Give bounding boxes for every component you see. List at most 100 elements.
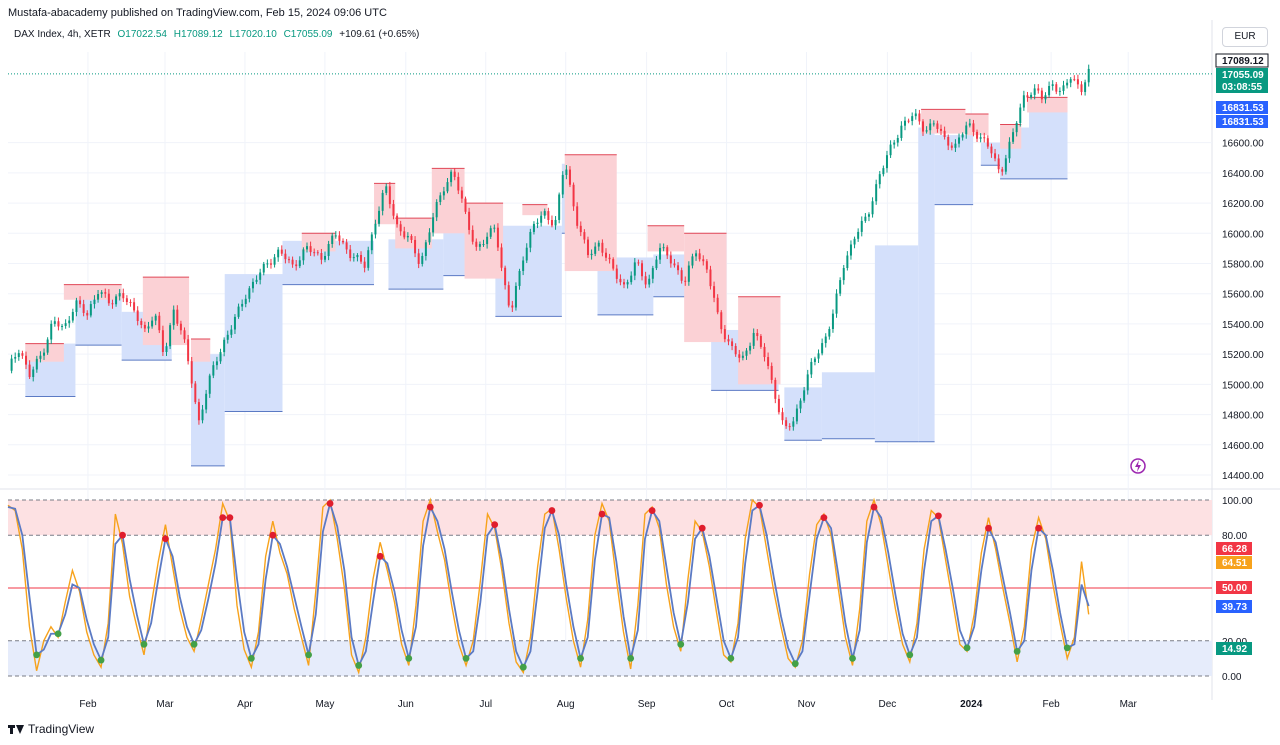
oversold-dot bbox=[97, 656, 105, 664]
candle-body bbox=[864, 216, 867, 221]
candle-body bbox=[839, 280, 842, 294]
candle-body bbox=[550, 220, 553, 226]
candle-body bbox=[511, 305, 514, 308]
candle-body bbox=[273, 257, 276, 265]
time-tick-label: Feb bbox=[1043, 699, 1061, 710]
candle-body bbox=[140, 320, 143, 325]
candle-body bbox=[518, 270, 521, 286]
candle-body bbox=[342, 240, 345, 243]
candle-body bbox=[457, 176, 460, 191]
oversold-dot bbox=[727, 655, 735, 662]
candle-body bbox=[1015, 122, 1018, 133]
candle-body bbox=[215, 361, 218, 366]
price-axis-badge bbox=[1216, 115, 1268, 128]
candle-body bbox=[64, 323, 67, 326]
candle-body bbox=[770, 365, 773, 380]
oversold-dot bbox=[519, 663, 527, 671]
overbought-dot bbox=[698, 524, 706, 532]
candle-body bbox=[378, 210, 381, 224]
oversold-zone bbox=[8, 640, 1212, 676]
overbought-dot bbox=[219, 514, 227, 521]
ohlc-open: O17022.54 bbox=[117, 29, 168, 40]
candle-body bbox=[363, 261, 366, 268]
candle-body bbox=[968, 123, 971, 126]
candle-body bbox=[558, 194, 561, 220]
candle-body bbox=[316, 252, 319, 254]
candle-body bbox=[1073, 79, 1076, 81]
oscillator-value-text: 39.73 bbox=[1222, 602, 1247, 613]
candle-body bbox=[943, 130, 946, 137]
candle-body bbox=[1033, 88, 1036, 95]
candle-body bbox=[979, 137, 982, 139]
tradingview-brand: TradingView bbox=[28, 722, 95, 736]
candle-body bbox=[990, 146, 993, 154]
price-tick-label: 14600.00 bbox=[1222, 441, 1264, 452]
price-tick-label: 15400.00 bbox=[1222, 320, 1264, 331]
candle-body bbox=[43, 352, 46, 356]
candle-body bbox=[349, 249, 352, 259]
candle-body bbox=[932, 123, 935, 125]
resistance-zone bbox=[921, 109, 966, 134]
candle-body bbox=[82, 304, 85, 313]
candle-body bbox=[367, 250, 370, 268]
candle-body bbox=[684, 280, 687, 282]
candle-body bbox=[896, 138, 899, 143]
candle-body bbox=[352, 257, 355, 259]
candle-body bbox=[57, 321, 60, 327]
candle-body bbox=[1055, 84, 1058, 92]
currency-button[interactable]: EUR bbox=[1222, 27, 1268, 47]
candle-body bbox=[1030, 94, 1033, 98]
candle-body bbox=[107, 293, 110, 304]
ohlc-low: L17020.10 bbox=[229, 29, 277, 40]
candle-body bbox=[918, 113, 921, 122]
candle-body bbox=[39, 355, 42, 359]
candle-body bbox=[759, 336, 762, 347]
candle-body bbox=[630, 275, 633, 283]
candle-body bbox=[997, 158, 1000, 170]
candle-body bbox=[205, 393, 208, 410]
tradingview-footer[interactable]: TradingView bbox=[8, 722, 94, 736]
candle-body bbox=[1069, 79, 1072, 83]
candle-body bbox=[698, 253, 701, 260]
candle-body bbox=[241, 303, 244, 307]
candle-body bbox=[104, 292, 107, 294]
candle-body bbox=[237, 306, 240, 317]
candle-body bbox=[269, 263, 272, 265]
time-tick-label: 2024 bbox=[960, 699, 983, 710]
candle-body bbox=[475, 241, 478, 247]
candle-body bbox=[572, 184, 575, 207]
candle-body bbox=[529, 231, 532, 248]
oversold-dot bbox=[355, 662, 363, 669]
candle-body bbox=[889, 144, 892, 156]
candle-body bbox=[749, 345, 752, 351]
candle-body bbox=[482, 244, 485, 246]
candle-body bbox=[97, 294, 100, 300]
candle-body bbox=[543, 211, 546, 216]
price-tick-label: 14400.00 bbox=[1222, 471, 1264, 482]
oversold-dot bbox=[1063, 644, 1071, 652]
candle-body bbox=[579, 225, 582, 233]
candle-body bbox=[565, 169, 568, 175]
candle-body bbox=[414, 239, 417, 254]
support-zone bbox=[934, 135, 974, 205]
candle-body bbox=[702, 259, 705, 262]
candle-body bbox=[594, 246, 597, 254]
candle-body bbox=[305, 246, 308, 250]
candle-body bbox=[1066, 82, 1069, 86]
candle-body bbox=[1062, 85, 1065, 91]
candle-body bbox=[612, 259, 615, 269]
oscillator-slow-line bbox=[7, 500, 1090, 670]
candle-body bbox=[230, 329, 233, 335]
candle-body bbox=[500, 247, 503, 268]
candle-body bbox=[53, 321, 56, 324]
price-tick-label: 15200.00 bbox=[1222, 350, 1264, 361]
candle-body bbox=[914, 113, 917, 117]
candle-body bbox=[370, 234, 373, 251]
candle-body bbox=[129, 301, 132, 303]
candle-body bbox=[568, 169, 571, 185]
candle-body bbox=[727, 339, 730, 342]
candle-body bbox=[936, 123, 939, 129]
resistance-zone bbox=[684, 233, 727, 343]
candle-body bbox=[741, 355, 744, 358]
candle-body bbox=[777, 398, 780, 413]
